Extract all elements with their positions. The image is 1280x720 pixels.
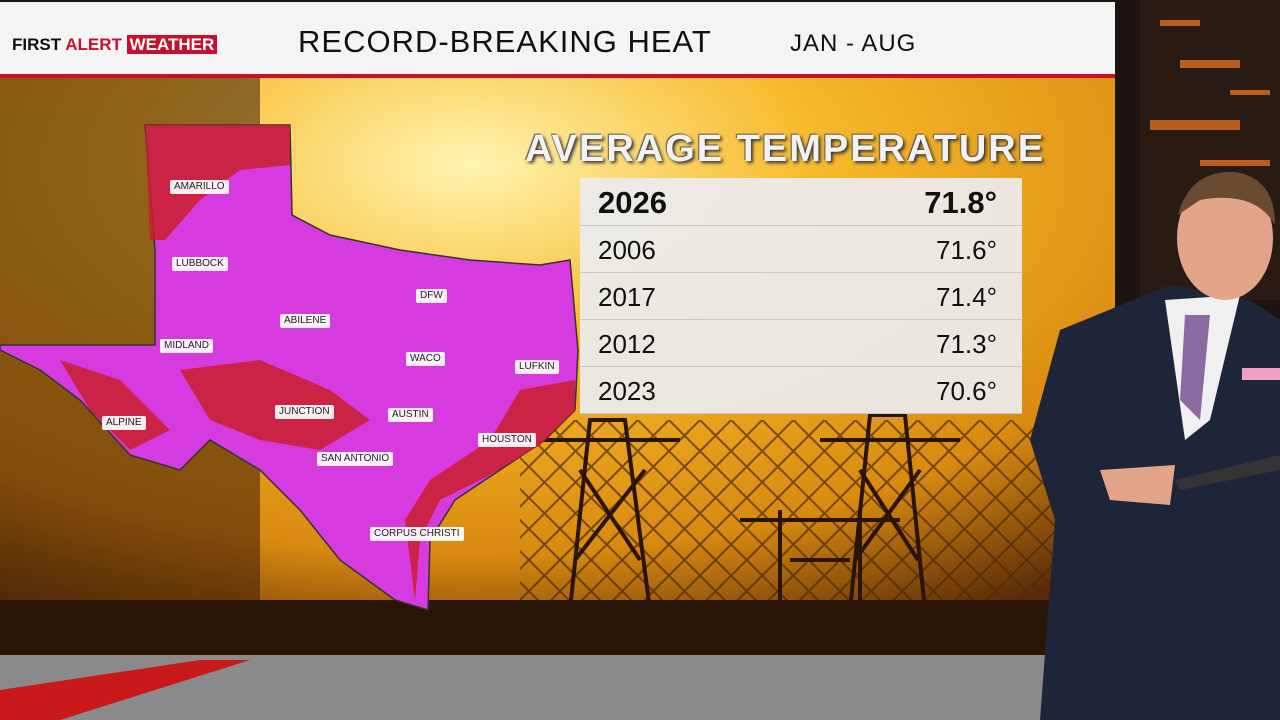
table-row: 2026 71.8° (580, 178, 1022, 226)
city-label: JUNCTION (275, 405, 334, 419)
year: 2017 (598, 282, 656, 312)
temperature-table: 2026 71.8° 2006 71.6° 2017 71.4° 2012 71.3° 2023… (580, 178, 1022, 414)
year: 2026 (598, 185, 667, 220)
city-label: WACO (406, 352, 445, 366)
city-label: CORPUS CHRISTI (370, 527, 464, 541)
city-photo (1140, 0, 1280, 300)
temperature: 71.3° (935, 329, 997, 359)
logo: FIRST ALERT WEATHER (12, 35, 218, 55)
temperature: 71.8° (924, 185, 997, 220)
logo-first: FIRST (12, 35, 62, 54)
power-towers (540, 413, 960, 611)
temperature: 70.6° (935, 376, 997, 406)
city-label: AMARILLO (170, 180, 229, 194)
table-title: AVERAGE TEMPERATURE (525, 128, 1046, 170)
table-row: 2017 71.4° (580, 272, 1022, 320)
city-label: MIDLAND (160, 339, 214, 353)
city-label: ALPINE (102, 416, 146, 430)
city-label: LUFKIN (515, 360, 559, 374)
temperature: 71.4° (935, 282, 997, 312)
fence (520, 420, 1080, 610)
city-lights (1150, 20, 1270, 166)
city-label: DFW (416, 289, 447, 303)
logo-weather: WEATHER (126, 35, 218, 54)
year: 2006 (598, 235, 656, 265)
header-bar: FIRST ALERT WEATHER RECORD-BREAKING HEAT… (0, 2, 1115, 78)
header-period: JAN - AUG (790, 30, 917, 57)
city-label: ABILENE (280, 314, 331, 328)
city-label: LUBBOCK (172, 257, 228, 271)
header-title: RECORD-BREAKING HEAT (298, 24, 712, 59)
temperature: 71.6° (935, 235, 997, 265)
ground (0, 600, 1115, 655)
table-row: 2006 71.6° (580, 225, 1022, 273)
year: 2012 (598, 329, 656, 359)
table-row: 2012 71.3° (580, 319, 1022, 367)
table-row: 2023 70.6° (580, 366, 1022, 414)
city-label: AUSTIN (388, 408, 433, 422)
year: 2023 (598, 376, 656, 406)
logo-alert: ALERT (65, 35, 122, 54)
floor-stripe (0, 660, 250, 720)
city-label: SAN ANTONIO (317, 452, 394, 466)
city-label: HOUSTON (478, 433, 536, 447)
